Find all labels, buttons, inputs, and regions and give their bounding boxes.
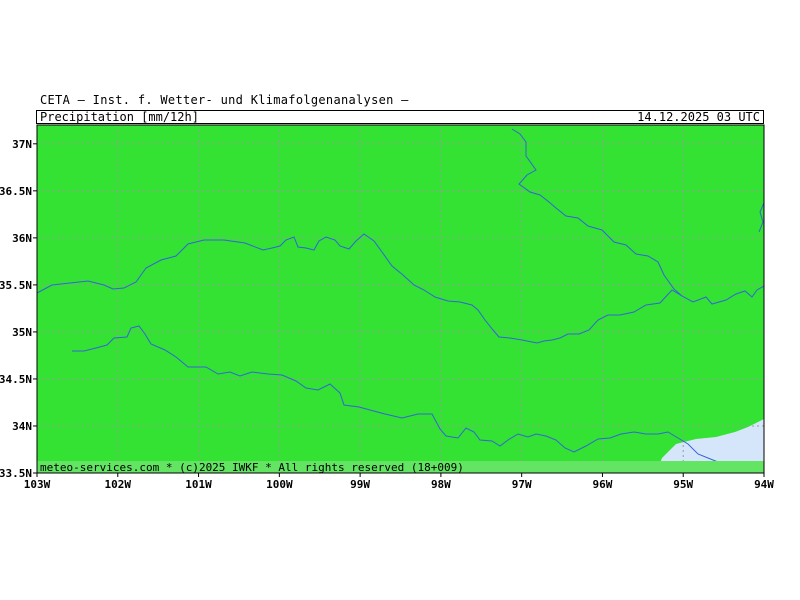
parameter-label: Precipitation_[mm/12h]: [40, 110, 199, 124]
rivers: [37, 128, 764, 469]
river-ne-fragment: [758, 202, 764, 233]
footer-band: [37, 461, 764, 473]
subheader-bar: Precipitation_[mm/12h] 14.12.2025 03 UTC: [36, 110, 764, 124]
axes: 103W 102W 101W 100W 99W 98W 97W 96W 95W 94W 37N 36.…: [0, 138, 774, 491]
lon-tick-label: 99W: [350, 478, 370, 491]
lon-tick-label: 98W: [431, 478, 451, 491]
lon-tick-label: 97W: [512, 478, 532, 491]
copyright-text: meteo-services.com * (c)2025 IWKF * All …: [40, 461, 464, 474]
lat-tick-label: 36.5N: [0, 185, 32, 198]
lat-tick-label: 34N: [12, 420, 32, 433]
river-arkansas: [511, 128, 683, 297]
lon-tick-label: 100W: [266, 478, 293, 491]
lon-tick-label: 94W: [754, 478, 774, 491]
river-canadian: [37, 233, 764, 344]
map-frame: [36, 124, 765, 474]
precipitation-area: [37, 125, 764, 473]
no-precipitation-area: [656, 419, 764, 473]
lon-tick-label: 96W: [593, 478, 613, 491]
lat-tick-label: 36N: [12, 232, 32, 245]
lon-tick-label: 102W: [105, 478, 132, 491]
lon-tick-label: 95W: [673, 478, 693, 491]
river-red: [72, 325, 764, 469]
lat-tick-label: 33.5N: [0, 467, 32, 480]
lat-tick-label: 35.5N: [0, 279, 32, 292]
lat-tick-label: 35N: [12, 326, 32, 339]
lat-lon-grid: [37, 125, 764, 473]
header-title: CETA — Inst. f. Wetter- und Klimafolgena…: [40, 93, 409, 107]
lon-tick-label: 103W: [24, 478, 51, 491]
lon-tick-label: 101W: [185, 478, 212, 491]
datetime-label: 14.12.2025 03 UTC: [637, 110, 760, 124]
lat-tick-label: 37N: [12, 138, 32, 151]
lat-tick-label: 34.5N: [0, 373, 32, 386]
